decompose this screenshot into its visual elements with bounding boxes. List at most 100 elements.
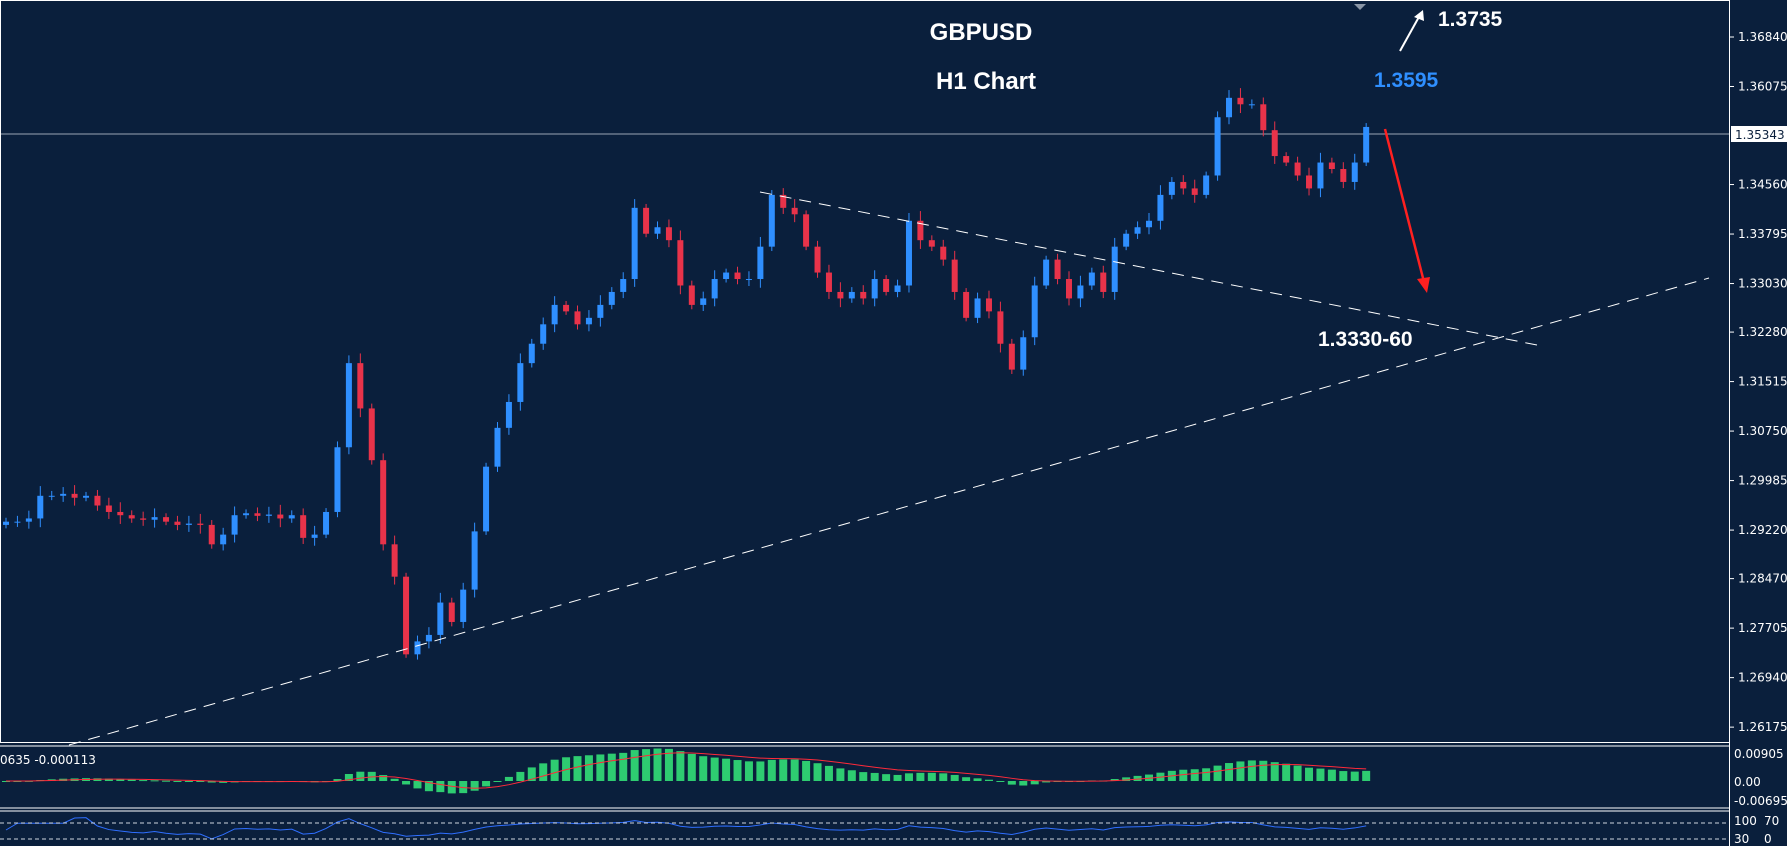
- candle-body: [1328, 162, 1335, 170]
- candle-body: [734, 272, 741, 280]
- macd-bar: [596, 754, 605, 781]
- symbol-title: GBPUSD: [930, 19, 1033, 46]
- candle-body: [757, 246, 764, 280]
- candle-body: [574, 311, 581, 325]
- macd-bar: [630, 750, 639, 781]
- candle-body: [368, 408, 375, 461]
- candle-body: [997, 311, 1004, 344]
- current-price-label: 1.35343: [1735, 128, 1785, 142]
- candle-body: [1134, 227, 1141, 234]
- macd-bar: [984, 779, 993, 781]
- candle-body: [608, 291, 615, 305]
- descending-trendline[interactable]: [759, 191, 1538, 346]
- price-axis-label: 1.29220: [1738, 523, 1787, 537]
- candle-body: [1054, 259, 1061, 280]
- macd-bar: [573, 756, 582, 781]
- candle-body: [48, 495, 55, 497]
- candle-body: [723, 272, 730, 280]
- candle-body: [460, 589, 467, 622]
- candle-body: [643, 207, 650, 234]
- macd-bar: [904, 773, 913, 781]
- candle-body: [60, 493, 67, 496]
- candle-body: [677, 240, 684, 286]
- candle-body: [848, 291, 855, 299]
- macd-bar: [482, 781, 491, 787]
- macd-bar: [962, 777, 971, 781]
- candle-body: [3, 521, 9, 525]
- macd-bar: [196, 781, 205, 782]
- candle-body: [1020, 337, 1027, 370]
- timeframe-title: H1 Chart: [936, 68, 1036, 95]
- macd-bar: [1259, 760, 1268, 781]
- macd-bar: [824, 765, 833, 781]
- macd-bar: [527, 767, 536, 781]
- candle-body: [654, 227, 661, 234]
- macd-bar: [333, 779, 342, 781]
- macd-bar: [1327, 769, 1336, 781]
- macd-signal-line: [6, 752, 1367, 789]
- macd-bar: [950, 774, 959, 781]
- candle-body: [220, 534, 227, 545]
- candle-body: [894, 285, 901, 292]
- candle-body: [128, 515, 135, 519]
- price-axis-label: 1.26175: [1738, 720, 1787, 734]
- macd-bar: [1190, 769, 1199, 781]
- candle-body: [1191, 188, 1198, 195]
- macd-bar: [1270, 762, 1279, 781]
- macd-bar: [207, 781, 216, 783]
- candle-body: [231, 515, 238, 535]
- main-panel-frame: [0, 0, 1730, 743]
- macd-bar: [550, 759, 559, 781]
- candle-body: [197, 523, 204, 525]
- candle-body: [620, 279, 627, 292]
- macd-bar: [687, 753, 696, 781]
- candle-body: [1111, 246, 1118, 292]
- macd-bar: [402, 781, 411, 785]
- rsi-tick: 0: [1764, 832, 1772, 846]
- macd-bar: [1202, 768, 1211, 781]
- candle-body: [37, 495, 44, 519]
- macd-bar: [882, 774, 891, 781]
- candle-body: [1260, 104, 1267, 131]
- candle-body: [768, 194, 775, 247]
- candle-body: [1306, 175, 1313, 189]
- candle-body: [825, 272, 832, 292]
- rsi-tick: 30: [1734, 832, 1749, 846]
- rsi-tick: 70: [1764, 814, 1779, 828]
- macd-bar: [436, 781, 445, 793]
- candle-body: [425, 634, 432, 642]
- ascending-trendline[interactable]: [68, 277, 1710, 746]
- down-arrow-icon: [1383, 128, 1426, 283]
- macd-bar: [539, 763, 548, 781]
- candle-body: [883, 279, 890, 292]
- macd-bar: [802, 760, 811, 781]
- macd-bar: [1122, 777, 1131, 781]
- up-arrow-icon: [1399, 14, 1421, 52]
- rsi-line: [5, 817, 1367, 840]
- macd-bar: [676, 751, 685, 781]
- macd-bar: [1225, 763, 1234, 781]
- shift-marker-icon[interactable]: [1354, 4, 1366, 10]
- macd-bar: [104, 778, 113, 781]
- macd-bar: [607, 753, 616, 781]
- macd-bar: [756, 761, 765, 781]
- candle-body: [1146, 220, 1152, 228]
- candle-body: [551, 304, 558, 325]
- candle-body: [528, 343, 535, 364]
- candle-body: [631, 207, 638, 280]
- macd-bar: [1213, 765, 1222, 781]
- candle-body: [25, 518, 32, 522]
- candle-body: [1351, 162, 1358, 182]
- candle-body: [711, 279, 718, 299]
- candle-body: [665, 227, 672, 241]
- candle-body: [323, 511, 330, 535]
- macd-bar: [184, 781, 193, 782]
- macd-bar: [1030, 781, 1039, 785]
- candle-body: [117, 511, 124, 516]
- candle-body: [208, 524, 215, 545]
- macd-bar: [722, 758, 731, 781]
- macd-bar: [893, 774, 902, 781]
- candle-body: [174, 521, 181, 525]
- macd-bar: [504, 776, 513, 781]
